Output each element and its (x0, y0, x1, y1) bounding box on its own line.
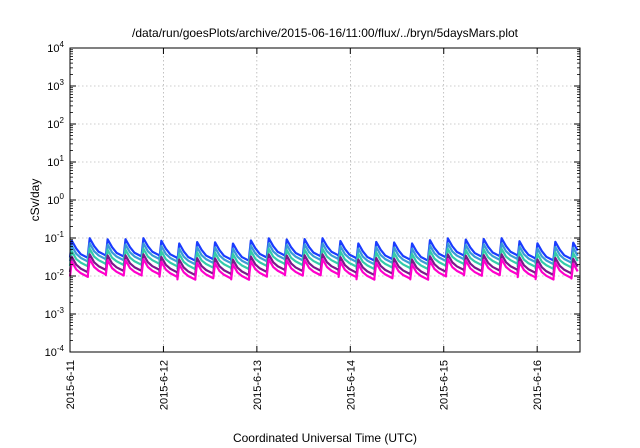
y-tick-label: 10-2 (45, 268, 65, 283)
axis-ticks (69, 47, 580, 353)
y-tick-label: 100 (47, 192, 64, 207)
x-axis-label: Coordinated Universal Time (UTC) (233, 431, 417, 445)
x-tick-labels: 2015-6-11 2015-6-12 2015-6-13 2015-6-14 2015… (65, 360, 544, 410)
y-tick-label: 10-1 (45, 230, 65, 245)
series-line (68, 237, 579, 262)
series-line (68, 253, 579, 277)
x-tick-label: 2015-6-12 (158, 360, 170, 410)
series-line (68, 258, 579, 281)
series-line (68, 242, 579, 266)
y-axis-label: cSv/day (28, 179, 42, 222)
series-line (68, 247, 579, 271)
chart-title: /data/run/goesPlots/archive/2015-06-16/1… (132, 26, 519, 40)
x-tick-label: 2015-6-14 (345, 360, 357, 410)
y-tick-label: 104 (47, 40, 64, 55)
series-lines (68, 237, 579, 281)
grid-lines (70, 48, 580, 352)
y-tick-label: 101 (47, 154, 64, 169)
x-tick-label: 2015-6-16 (532, 360, 544, 410)
y-tick-label: 103 (47, 78, 64, 93)
y-tick-label: 102 (47, 116, 64, 131)
x-tick-label: 2015-6-11 (65, 360, 77, 409)
x-tick-label: 2015-6-13 (252, 360, 264, 410)
x-tick-label: 2015-6-15 (439, 360, 451, 410)
y-tick-label: 10-4 (45, 344, 65, 359)
y-tick-labels: 10-4 10-3 10-2 10-1 100 101 102 103 104 (45, 40, 65, 359)
y-tick-label: 10-3 (45, 306, 65, 321)
